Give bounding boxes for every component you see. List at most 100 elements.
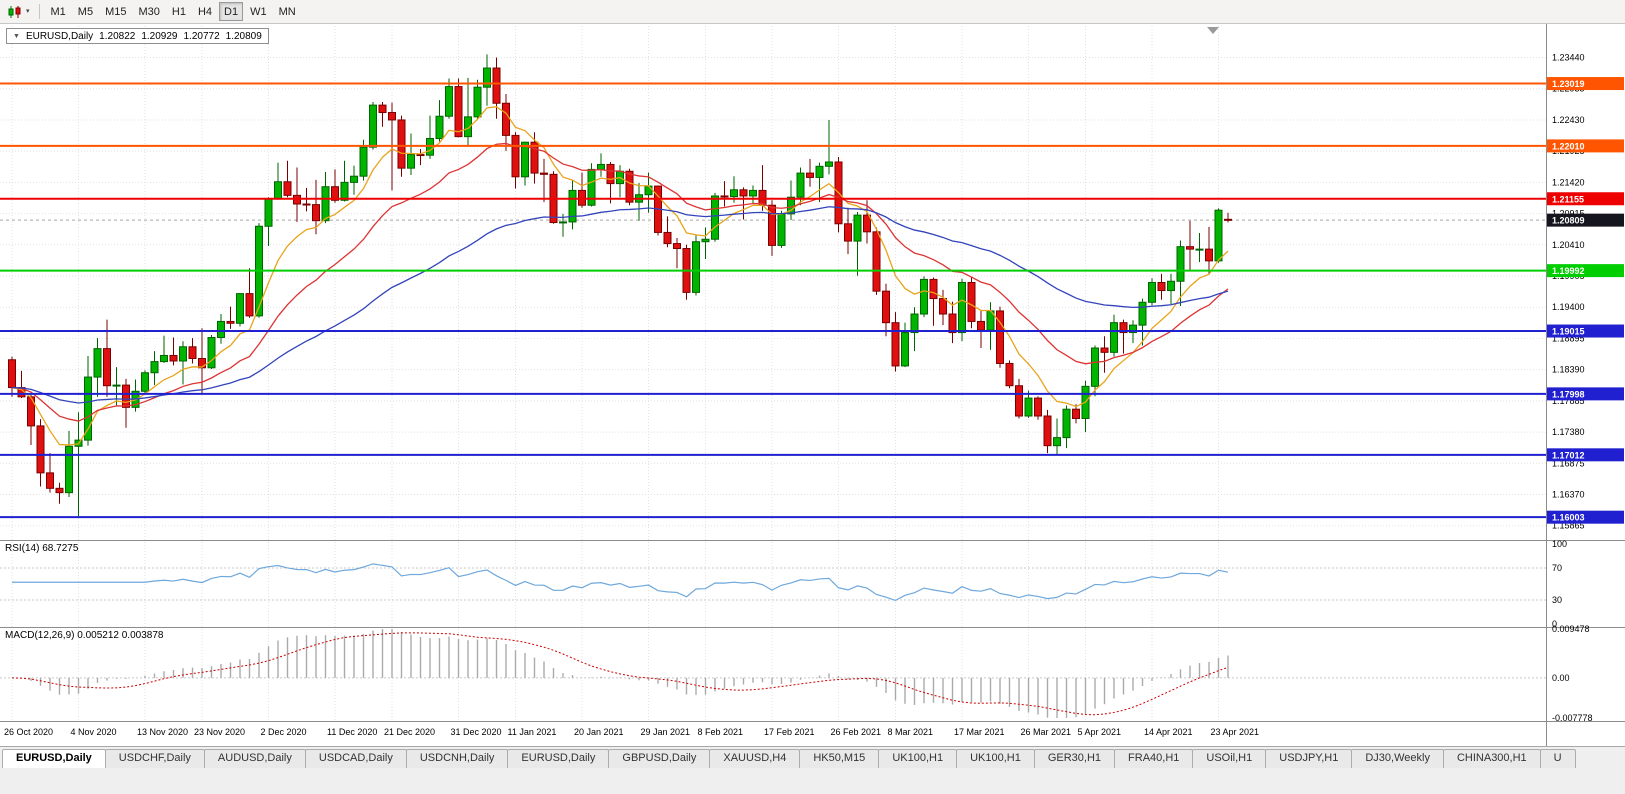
- candle-body: [36, 425, 45, 474]
- candle-body: [160, 354, 168, 363]
- candle-body: [948, 313, 957, 334]
- candle-body: [1091, 347, 1099, 387]
- candle-body: [179, 346, 187, 362]
- candle-body: [1053, 437, 1061, 447]
- chart-tab-uk100-h1[interactable]: UK100,H1: [878, 749, 958, 768]
- timeframe-button-h1[interactable]: H1: [171, 6, 186, 18]
- candle-body: [730, 189, 738, 198]
- chart-tab-eurusd-daily[interactable]: EURUSD,Daily: [507, 749, 610, 768]
- chart-tab-usdjpy-h1[interactable]: USDJPY,H1: [1265, 749, 1353, 768]
- date-axis-label: 17 Feb 2021: [764, 727, 815, 737]
- chart-type-button[interactable]: ▾: [4, 2, 34, 22]
- candle-body: [872, 231, 881, 292]
- candle-body: [530, 141, 539, 174]
- rsi-indicator-label: RSI(14) 68.7275: [5, 543, 79, 554]
- price-badge: [1547, 192, 1624, 206]
- chart-tab-xauusd-h4[interactable]: XAUUSD,H4: [709, 749, 801, 768]
- candle-body: [112, 384, 121, 387]
- current-price-badge: [1547, 213, 1624, 227]
- timeframe-button-m30[interactable]: M30: [138, 6, 160, 18]
- rsi-axis-tick: 100: [1552, 539, 1567, 549]
- timeframe-button-m1[interactable]: M1: [50, 6, 66, 18]
- candle-body: [407, 154, 415, 169]
- rsi-axis-tick: 70: [1552, 563, 1562, 573]
- candle-body: [350, 175, 358, 183]
- rsi-line: [12, 563, 1229, 602]
- candle-body: [901, 332, 909, 367]
- ma-line-slow: [11, 206, 1229, 404]
- timeframe-button-w1[interactable]: W1: [250, 6, 267, 18]
- candle-body: [188, 346, 197, 360]
- chart-tab-usdcad-daily[interactable]: USDCAD,Daily: [304, 749, 407, 768]
- chart-tab-fra40-h1[interactable]: FRA40,H1: [1114, 749, 1194, 768]
- chart-tab-audusd-daily[interactable]: AUDUSD,Daily: [203, 749, 306, 768]
- candle-body: [939, 298, 947, 315]
- candle-body: [103, 348, 111, 387]
- chart-tab-ger30-h1[interactable]: GER30,H1: [1033, 749, 1116, 768]
- candle-body: [1195, 248, 1204, 251]
- candle-body: [283, 181, 292, 196]
- price-axis-tick: 1.22430: [1552, 115, 1585, 125]
- date-axis-label: 23 Nov 2020: [194, 727, 245, 737]
- candle-body: [321, 186, 330, 222]
- macd-indicator-label: MACD(12,26,9) 0.005212 0.003878: [5, 630, 164, 641]
- chart-tabs-bar: EURUSD,Daily USDCHF,Daily AUDUSD,Daily USDC…: [0, 746, 1625, 768]
- price-badge: [1547, 264, 1624, 278]
- timeframe-button-m15[interactable]: M15: [105, 6, 127, 18]
- candle-body: [996, 310, 1004, 364]
- candle-body: [207, 337, 216, 369]
- price-axis-tick: 1.18895: [1552, 333, 1585, 343]
- candle-body: [768, 204, 776, 246]
- candle-body: [435, 115, 444, 139]
- candle-body: [929, 278, 938, 300]
- date-axis-label: 29 Jan 2021: [641, 727, 691, 737]
- chart-tab-china300-h1[interactable]: CHINA300,H1: [1442, 749, 1541, 768]
- candle-body: [1062, 408, 1071, 439]
- candle-body: [1167, 280, 1175, 292]
- chart-tab-uk100-h1[interactable]: UK100,H1: [956, 749, 1035, 768]
- candle-body: [739, 189, 748, 197]
- timeframe-toolbar: ▾ M1 M5 M15 M30 H1 H4 D1 W1 MN: [0, 0, 1625, 24]
- chart-tab-gbpusd-daily[interactable]: GBPUSD,Daily: [608, 749, 711, 768]
- chart-tab-usdcnh-daily[interactable]: USDCNH,Daily: [405, 749, 509, 768]
- macd-signal-line: [11, 632, 1229, 716]
- chart-tab-usdchf-daily[interactable]: USDCHF,Daily: [104, 749, 205, 768]
- candle-body: [511, 134, 520, 178]
- timeframe-button-h4[interactable]: H4: [197, 6, 213, 18]
- price-badge: [1547, 77, 1624, 91]
- collapse-caret-icon[interactable]: ▼: [13, 32, 20, 40]
- date-axis-label: 31 Dec 2020: [451, 727, 502, 737]
- price-badge: [1547, 387, 1624, 401]
- symbol-ohlc-header[interactable]: ▼ EURUSD,Daily 1.20822 1.20929 1.20772 1…: [6, 28, 269, 44]
- candle-body: [331, 186, 339, 201]
- candle-body: [1043, 415, 1052, 447]
- rsi-axis-tick: 0: [1552, 619, 1557, 629]
- candle-body: [806, 172, 814, 178]
- candle-body: [977, 320, 985, 331]
- candle-body: [1024, 397, 1033, 417]
- candle-body: [84, 376, 92, 441]
- price-badge: [1547, 324, 1624, 338]
- candle-body: [8, 359, 16, 389]
- candle-body: [46, 472, 54, 489]
- timeframe-button-d1[interactable]: D1: [219, 2, 244, 21]
- candle-body: [65, 445, 73, 494]
- timeframe-button-m5[interactable]: M5: [77, 6, 94, 18]
- chart-tab-eurusd-daily[interactable]: EURUSD,Daily: [2, 749, 106, 768]
- candle-body: [606, 163, 615, 185]
- chart-tab-usoil-h1[interactable]: USOil,H1: [1192, 749, 1267, 768]
- chart-shift-marker-icon[interactable]: [1207, 27, 1219, 34]
- chart-tab-u[interactable]: U: [1539, 749, 1576, 768]
- date-axis-label: 17 Mar 2021: [954, 727, 1005, 737]
- chart-tab-dj30-weekly[interactable]: DJ30,Weekly: [1351, 749, 1444, 768]
- timeframe-button-mn[interactable]: MN: [278, 6, 296, 18]
- chart-tab-hk50-m15[interactable]: HK50,M15: [799, 749, 880, 768]
- price-axis-tick: 1.20915: [1552, 209, 1585, 219]
- date-axis-label: 8 Mar 2021: [888, 727, 934, 737]
- candle-body: [492, 67, 501, 104]
- chart-canvas[interactable]: 1.234401.229351.224301.219251.214201.209…: [0, 24, 1625, 746]
- candle-body: [967, 282, 976, 322]
- price-badge-label: 1.23019: [1552, 79, 1585, 89]
- candle-body: [711, 195, 719, 240]
